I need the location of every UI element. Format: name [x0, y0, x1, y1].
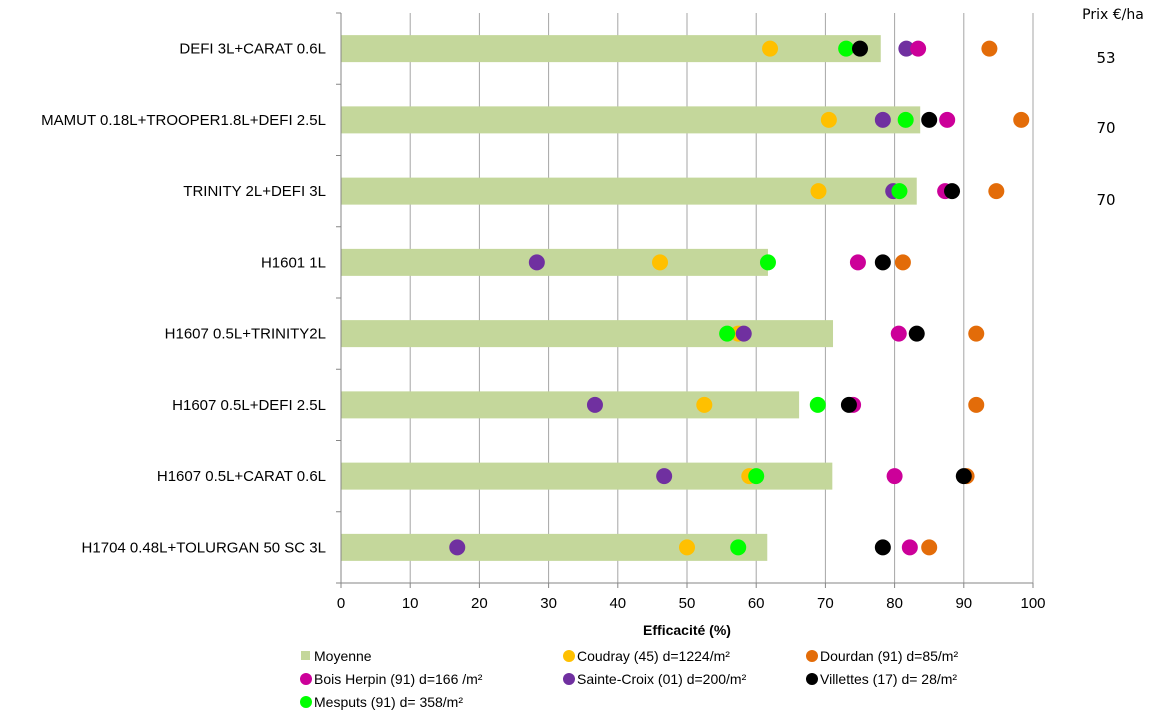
point-mesputs-7 — [730, 539, 747, 556]
legend-label: Coudray (45) d=1224/m² — [577, 648, 730, 664]
x-tick-label: 80 — [886, 595, 903, 612]
legend-marker-square — [301, 651, 310, 660]
point-bois-3 — [849, 254, 866, 271]
point-coudray-3 — [652, 254, 669, 271]
point-mesputs-1 — [897, 111, 914, 128]
legend-label: Moyenne — [314, 648, 372, 664]
point-dourdan-7 — [921, 539, 938, 556]
legend-marker-circle — [300, 673, 312, 685]
point-dourdan-5 — [968, 396, 985, 413]
category-label: H1607 0.5L+CARAT 0.6L — [157, 468, 326, 485]
legend-label: Sainte-Croix (01) d=200/m² — [577, 671, 747, 687]
point-sainte-croix-5 — [586, 396, 603, 413]
bar-moyenne-4 — [341, 320, 834, 348]
point-dourdan-3 — [894, 254, 911, 271]
legend-label: Mesputs (91) d= 358/m² — [314, 694, 463, 710]
legend-marker-circle — [563, 650, 575, 662]
point-villettes-5 — [840, 396, 857, 413]
point-coudray-2 — [810, 183, 827, 200]
point-coudray-7 — [679, 539, 695, 556]
price-value: 70 — [1096, 119, 1115, 137]
x-tick-label: 10 — [402, 595, 419, 612]
point-sainte-croix-6 — [656, 468, 673, 485]
x-tick-label: 30 — [540, 595, 557, 612]
bar-moyenne-2 — [341, 177, 917, 205]
point-villettes-0 — [852, 40, 868, 57]
category-label: H1601 1L — [261, 254, 326, 271]
category-label: DEFI 3L+CARAT 0.6L — [179, 41, 326, 58]
point-sainte-croix-0 — [898, 40, 915, 57]
point-dourdan-1 — [1013, 111, 1030, 128]
point-villettes-4 — [908, 325, 925, 342]
x-tick-label: 50 — [679, 595, 696, 612]
bar-moyenne-0 — [341, 35, 881, 63]
category-labels: DEFI 3L+CARAT 0.6L MAMUT 0.18L+TROOPER1.8… — [41, 41, 326, 557]
x-tick-label: 70 — [817, 595, 834, 612]
x-tick-label: 60 — [748, 595, 765, 612]
legend-marker-circle — [806, 673, 818, 685]
point-mesputs-0 — [838, 40, 855, 57]
point-villettes-6 — [955, 468, 972, 485]
bar-moyenne-5 — [341, 391, 800, 419]
axes — [336, 12, 1034, 588]
point-sainte-croix-7 — [449, 539, 466, 556]
point-mesputs-2 — [891, 183, 908, 200]
category-label: H1704 0.48L+TOLURGAN 50 SC 3L — [82, 539, 326, 556]
bar-moyenne-3 — [341, 248, 768, 276]
category-label: MAMUT 0.18L+TROOPER1.8L+DEFI 2.5L — [41, 112, 326, 129]
x-tick-labels: 0 10 20 30 40 50 60 70 80 90 100 — [337, 595, 1046, 612]
scatter-points — [449, 40, 1030, 556]
price-value: 70 — [1096, 191, 1115, 209]
point-villettes-7 — [874, 539, 891, 556]
x-tick-label: 40 — [609, 595, 626, 612]
point-coudray-1 — [820, 111, 837, 128]
point-bois-6 — [886, 468, 903, 485]
point-bois-7 — [901, 539, 918, 556]
point-mesputs-5 — [809, 396, 826, 413]
category-label: TRINITY 2L+DEFI 3L — [183, 183, 326, 200]
bar-moyenne-7 — [341, 533, 768, 561]
gridlines — [409, 13, 1034, 583]
x-tick-label: 100 — [1020, 595, 1045, 612]
x-tick-label: 0 — [337, 595, 345, 612]
legend: Moyenne Coudray (45) d=1224/m² Dourdan (91… — [300, 648, 958, 710]
point-sainte-croix-4 — [735, 325, 752, 342]
legend-label: Villettes (17) d= 28/m² — [820, 671, 957, 687]
legend-label: Dourdan (91) d=85/m² — [820, 648, 958, 664]
point-dourdan-4 — [968, 325, 985, 342]
point-coudray-5 — [696, 396, 713, 413]
point-bois-0 — [910, 40, 927, 57]
point-coudray-0 — [762, 40, 779, 57]
legend-marker-circle — [300, 696, 312, 708]
category-label: H1607 0.5L+TRINITY2L — [165, 326, 326, 343]
point-villettes-2 — [944, 183, 961, 200]
point-dourdan-2 — [988, 183, 1005, 200]
x-tick-label: 20 — [471, 595, 488, 612]
legend-label: Bois Herpin (91) d=166 /m² — [314, 671, 483, 687]
price-header: Prix €/ha — [1082, 7, 1144, 23]
x-tick-label: 90 — [955, 595, 972, 612]
point-bois-1 — [939, 111, 956, 128]
point-bois-4 — [890, 325, 907, 342]
point-villettes-1 — [921, 111, 938, 128]
point-mesputs-6 — [748, 468, 765, 485]
point-sainte-croix-1 — [874, 111, 891, 128]
legend-marker-circle — [806, 650, 818, 662]
point-villettes-3 — [874, 254, 891, 271]
point-sainte-croix-3 — [528, 254, 545, 271]
x-axis-title: Efficacité (%) — [643, 622, 731, 638]
point-dourdan-0 — [981, 40, 998, 57]
point-mesputs-3 — [759, 254, 776, 271]
price-value: 53 — [1096, 49, 1115, 67]
point-mesputs-4 — [719, 325, 736, 342]
category-label: H1607 0.5L+DEFI 2.5L — [172, 397, 326, 414]
legend-marker-circle — [563, 673, 575, 685]
price-annotations: Prix €/ha 53 70 70 — [1082, 7, 1144, 209]
